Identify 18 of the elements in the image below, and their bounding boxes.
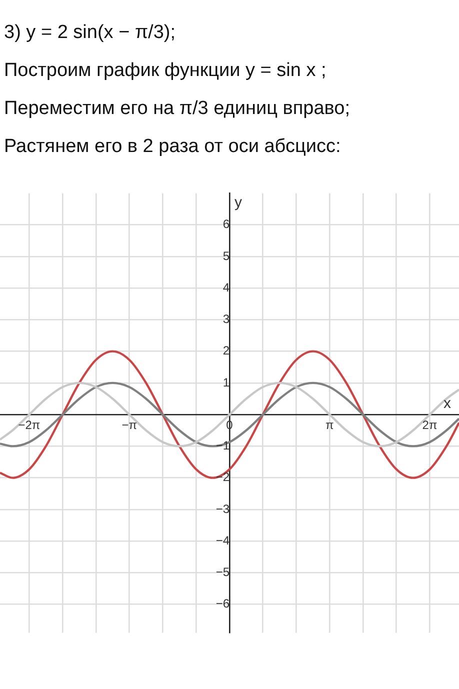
- y-tick-label: −5: [216, 565, 230, 580]
- y-tick-label: −3: [216, 502, 230, 516]
- y-tick-label: 3: [222, 312, 230, 326]
- chart-title: 3) y = 2 sin(x − π/3);: [4, 22, 177, 44]
- text: Переместим его на π/3 единиц вправо;: [4, 98, 351, 120]
- x-axis-title: x: [444, 395, 452, 412]
- y-tick-label: 5: [222, 248, 230, 263]
- text: Растянем его в 2 раза от оси абсцисс:: [4, 136, 342, 158]
- y-tick-label: 1: [222, 375, 230, 390]
- y-tick-label: −6: [216, 596, 230, 611]
- x-tick-label: 2π: [422, 418, 438, 432]
- y-tick-label: 6: [222, 217, 230, 232]
- x-tick-label: −2π: [18, 418, 40, 432]
- text: Построим график функции y = sin x ;: [4, 60, 328, 82]
- x-tick-label: π: [326, 418, 334, 432]
- y-axis-title: y: [234, 194, 242, 211]
- y-tick-label: 2: [222, 344, 230, 358]
- x-tick-label: −π: [122, 418, 137, 432]
